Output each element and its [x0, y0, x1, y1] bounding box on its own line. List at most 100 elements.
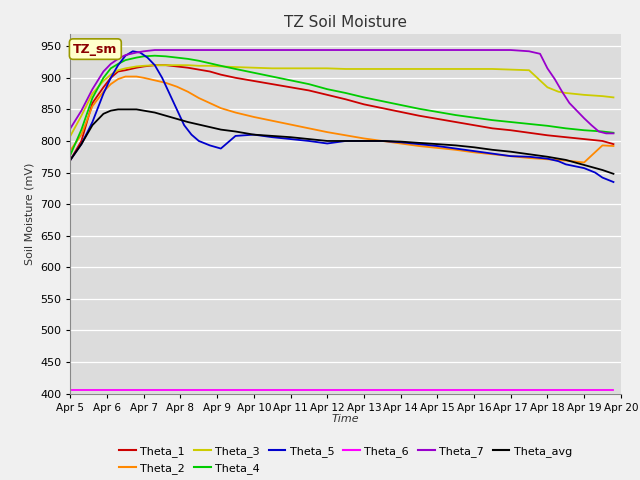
Theta_2	[525, 155, 533, 161]
Theta_5	[173, 107, 180, 112]
Theta_1	[287, 84, 294, 90]
Theta_avg	[67, 157, 74, 163]
Theta_2	[507, 153, 515, 159]
Theta_4	[162, 53, 170, 59]
Theta_avg	[415, 140, 423, 146]
Theta_3	[342, 66, 349, 72]
Theta_4	[195, 58, 203, 64]
Theta_2	[195, 95, 203, 101]
Theta_5	[158, 75, 166, 81]
Theta_4	[470, 115, 478, 120]
Theta_avg	[268, 133, 276, 139]
Line: Theta_2: Theta_2	[70, 76, 614, 162]
Theta_avg	[107, 108, 115, 114]
Theta_avg	[77, 141, 85, 147]
Theta_7	[132, 49, 140, 55]
Theta_4	[397, 102, 404, 108]
Theta_avg	[323, 138, 331, 144]
Theta_1	[100, 84, 108, 90]
Theta_5	[555, 158, 563, 164]
Theta_avg	[140, 108, 148, 114]
Theta_7	[195, 47, 203, 53]
Theta_7	[184, 47, 191, 53]
Line: Theta_5: Theta_5	[70, 51, 614, 182]
Theta_avg	[151, 109, 159, 115]
Theta_5	[470, 148, 478, 154]
Legend: Theta_1, Theta_2, Theta_3, Theta_4, Theta_5, Theta_6, Theta_7, Theta_avg: Theta_1, Theta_2, Theta_3, Theta_4, Thet…	[115, 442, 577, 478]
Theta_avg	[122, 107, 129, 112]
Theta_avg	[525, 151, 533, 157]
Theta_3	[115, 67, 122, 73]
Theta_5	[136, 49, 144, 55]
Theta_1	[360, 101, 368, 107]
Theta_4	[433, 109, 441, 115]
Theta_7	[573, 108, 580, 114]
Theta_4	[562, 125, 570, 131]
Theta_avg	[287, 134, 294, 140]
Theta_7	[162, 47, 170, 53]
Theta_avg	[433, 141, 441, 147]
Theta_2	[562, 157, 570, 163]
Theta_1	[217, 72, 225, 78]
Theta_7	[250, 47, 258, 53]
Theta_avg	[88, 122, 96, 128]
Line: Theta_7: Theta_7	[70, 50, 614, 133]
Theta_2	[77, 132, 85, 138]
Theta_2	[122, 73, 129, 79]
Theta_7	[100, 69, 108, 74]
Theta_1	[562, 134, 570, 140]
Theta_1	[206, 69, 214, 74]
Theta_3	[162, 62, 170, 68]
Theta_4	[217, 63, 225, 69]
Theta_5	[488, 151, 496, 156]
Theta_3	[67, 133, 74, 139]
Theta_avg	[378, 138, 386, 144]
Theta_5	[543, 156, 551, 162]
Theta_5	[598, 175, 606, 180]
Theta_5	[562, 161, 570, 167]
Theta_1	[195, 67, 203, 72]
Theta_2	[305, 125, 313, 131]
Theta_3	[305, 65, 313, 71]
Theta_3	[195, 63, 203, 69]
Theta_7	[287, 47, 294, 53]
Theta_4	[610, 130, 618, 136]
Theta_7	[67, 125, 74, 131]
Theta_2	[598, 143, 606, 148]
Theta_7	[551, 76, 559, 82]
Theta_2	[250, 114, 258, 120]
Theta_3	[433, 66, 441, 72]
Theta_7	[525, 48, 533, 54]
Theta_3	[562, 90, 570, 96]
Theta_7	[323, 47, 331, 53]
Theta_3	[77, 113, 85, 119]
Theta_3	[378, 66, 386, 72]
Theta_1	[122, 67, 129, 73]
Theta_7	[77, 108, 85, 114]
Theta_5	[323, 141, 331, 146]
Theta_4	[507, 119, 515, 125]
Theta_5	[305, 138, 313, 144]
Theta_1	[323, 92, 331, 98]
Theta_2	[88, 103, 96, 109]
Theta_4	[543, 123, 551, 129]
Theta_3	[217, 63, 225, 69]
Theta_3	[415, 66, 423, 72]
Theta_3	[122, 65, 129, 71]
Theta_4	[415, 106, 423, 112]
Theta_7	[88, 86, 96, 92]
Theta_7	[580, 115, 588, 121]
Theta_7	[433, 47, 441, 53]
Theta_2	[151, 77, 159, 83]
Theta_4	[268, 73, 276, 79]
Theta_3	[397, 66, 404, 72]
Theta_5	[525, 154, 533, 160]
Theta_avg	[305, 136, 313, 142]
Theta_2	[100, 89, 108, 95]
Theta_7	[217, 47, 225, 53]
Theta_5	[360, 138, 368, 144]
Theta_2	[206, 100, 214, 106]
Theta_2	[323, 129, 331, 135]
Theta_5	[287, 136, 294, 142]
Theta_7	[232, 47, 239, 53]
